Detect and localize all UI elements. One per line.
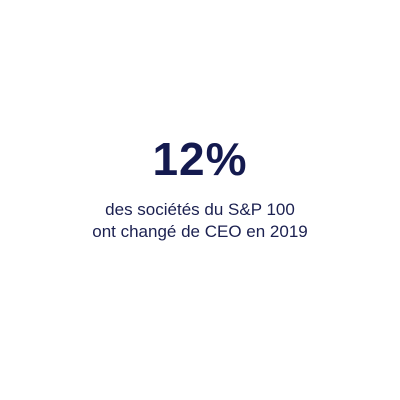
stat-caption: ont changé de CEO en 2019 bbox=[92, 222, 308, 241]
stat-value: 12% bbox=[152, 133, 248, 185]
stat-caption: des sociétés du S&P 100 bbox=[105, 200, 295, 219]
